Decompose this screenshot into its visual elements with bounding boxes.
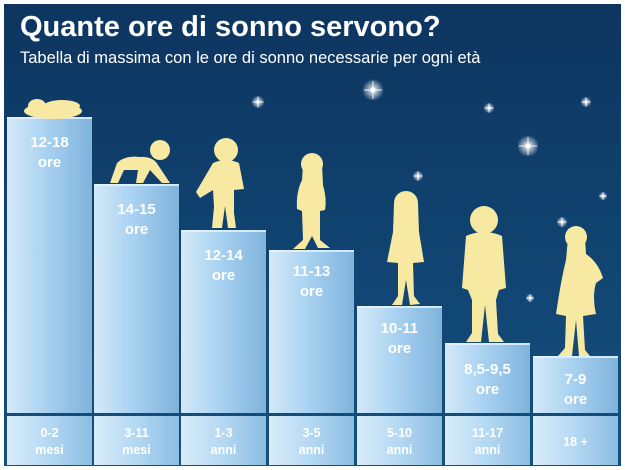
crawling-baby-icon <box>110 140 170 183</box>
bar-value-label: ore <box>125 221 148 238</box>
small-child-icon <box>293 153 330 249</box>
bar-value-label: 14-15 <box>117 201 155 218</box>
category-label: 3-11 <box>124 426 148 440</box>
stars <box>251 79 608 303</box>
bar-value-label: 12-14 <box>204 247 243 264</box>
category-label: 11-17 <box>472 426 503 440</box>
category-label: anni <box>299 443 325 457</box>
bar-value-label: ore <box>388 340 411 357</box>
teenager-icon <box>462 206 506 342</box>
chart-title: Quante ore di sonno servono? <box>20 11 441 43</box>
bar-value-label: ore <box>476 381 499 398</box>
bar <box>181 230 266 413</box>
star-core <box>560 220 564 224</box>
bar-top-edge <box>94 184 179 186</box>
category-cell <box>533 416 618 465</box>
category-cell <box>181 416 266 465</box>
star-core <box>525 143 531 149</box>
bar-top-edge <box>181 230 266 232</box>
bar <box>7 117 92 413</box>
star-core <box>529 297 531 299</box>
bar-value-label: ore <box>564 391 587 408</box>
star-core <box>487 106 491 110</box>
category-cell <box>94 416 179 465</box>
category-cell <box>269 416 354 465</box>
bar <box>269 250 354 413</box>
category-label: mesi <box>35 443 64 457</box>
category-cell <box>7 416 92 465</box>
category-label: mesi <box>122 443 151 457</box>
bar-value-label: ore <box>38 154 61 171</box>
bar-value-label: 7-9 <box>565 371 587 388</box>
toddler-icon <box>196 138 244 228</box>
bar-value-label: ore <box>300 283 323 300</box>
sleeping-baby-icon <box>24 99 82 119</box>
bar-value-label: 10-11 <box>381 320 419 337</box>
category-label: 3-5 <box>302 426 320 440</box>
bar-top-edge <box>533 356 618 358</box>
star-core <box>370 87 376 93</box>
category-labels: 0-2 mesi 3-11 mesi 1-3 anni 3-5 anni 5-10 anni 11-… <box>35 426 588 457</box>
category-label: 0-2 <box>40 426 58 440</box>
bar-labels: 12-18 ore 14-15 ore 12-14 ore 11-13 ore 10-11 ore… <box>30 134 587 408</box>
bar-value-label: 11-13 <box>293 263 331 280</box>
bar <box>94 184 179 413</box>
category-label: 18 + <box>563 435 588 449</box>
category-label: anni <box>387 443 413 457</box>
bar-top-edge <box>357 306 442 308</box>
bar <box>357 306 442 413</box>
bars <box>7 117 618 465</box>
bar <box>445 343 530 413</box>
bar <box>533 356 618 413</box>
child-icon <box>387 191 424 305</box>
bar-value-label: 12-18 <box>30 134 68 151</box>
bar-top-edge <box>269 250 354 252</box>
star-core <box>602 195 604 197</box>
category-label: anni <box>475 443 501 457</box>
category-label: 5-10 <box>387 426 412 440</box>
star-core <box>416 174 420 178</box>
category-cell <box>357 416 442 465</box>
star-core <box>584 100 588 104</box>
category-label: 1-3 <box>214 426 232 440</box>
adult-woman-icon <box>556 226 603 356</box>
category-cell <box>445 416 530 465</box>
silhouettes <box>24 99 603 356</box>
category-label: anni <box>211 443 237 457</box>
chart-subtitle: Tabella di massima con le ore di sonno n… <box>20 49 481 67</box>
bar-value-label: 8,5-9,5 <box>464 361 511 378</box>
bar-value-label: ore <box>212 267 235 284</box>
star-core <box>256 100 260 104</box>
bar-top-edge <box>445 343 530 345</box>
